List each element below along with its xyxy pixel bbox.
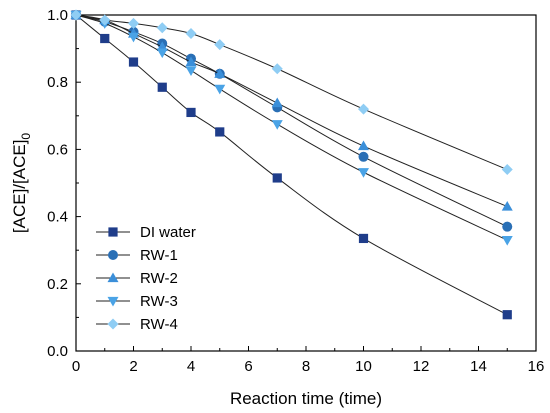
x-tick-label: 10 <box>355 358 372 375</box>
x-tick-label: 8 <box>302 358 310 375</box>
data-point <box>185 27 197 39</box>
series-5 <box>70 9 513 176</box>
x-tick-label: 2 <box>129 358 137 375</box>
data-point <box>214 39 226 51</box>
data-point <box>501 201 513 211</box>
data-point <box>271 97 283 108</box>
x-tick-label: 16 <box>528 358 545 375</box>
y-tick-label: 1.0 <box>47 7 68 24</box>
data-point <box>99 14 111 26</box>
data-point <box>185 66 197 76</box>
y-tick-label: 0.4 <box>47 209 68 226</box>
series-line <box>75 14 508 241</box>
data-point <box>128 32 139 43</box>
legend: DI water RW-1 RW-2 RW-3 RW-4 <box>96 224 196 333</box>
legend-label: RW-4 <box>140 316 178 333</box>
x-tick-label: 12 <box>413 358 430 375</box>
data-point <box>156 22 168 34</box>
series-line <box>75 14 508 171</box>
y-tick-label: 0.6 <box>47 141 68 158</box>
data-point <box>186 107 196 118</box>
series-2 <box>71 10 513 232</box>
legend-marker <box>107 318 119 330</box>
legend-marker <box>108 227 118 237</box>
data-point <box>501 164 513 176</box>
series-line <box>75 14 508 228</box>
data-point <box>358 103 369 115</box>
y-axis-label-sub: 0 <box>19 133 33 140</box>
series-3 <box>70 9 513 211</box>
data-point <box>501 235 513 246</box>
data-point <box>502 221 513 232</box>
data-point <box>70 9 82 21</box>
legend-label: DI water <box>140 224 196 241</box>
data-point <box>100 33 110 44</box>
data-point <box>502 310 512 320</box>
legend-marker <box>108 250 118 260</box>
series-layer <box>70 9 513 320</box>
legend-label: RW-3 <box>140 293 178 310</box>
legend-marker <box>107 296 119 307</box>
data-point <box>358 140 369 151</box>
data-point <box>271 120 283 130</box>
x-axis-label: Reaction time (time) <box>230 389 382 408</box>
data-point <box>358 233 369 244</box>
y-tick-label: 0.2 <box>47 276 68 293</box>
x-tick-label: 6 <box>244 358 252 375</box>
y-tick-label: 0.8 <box>47 74 68 91</box>
series-1 <box>71 10 512 320</box>
legend-marker <box>107 272 119 283</box>
data-point <box>358 168 369 178</box>
series-4 <box>70 10 513 246</box>
data-point <box>214 68 226 78</box>
data-point <box>185 56 197 67</box>
y-tick-label: 0.0 <box>47 343 68 360</box>
legend-label: RW-1 <box>140 247 178 264</box>
y-axis-label: [ACE]/[ACE]0 <box>10 133 33 234</box>
data-point <box>214 84 226 95</box>
legend-label: RW-2 <box>140 270 178 287</box>
data-point <box>128 57 139 67</box>
x-tick-label: 0 <box>72 358 80 375</box>
x-tick-label: 14 <box>470 358 487 375</box>
data-point <box>215 127 225 137</box>
y-axis-label-main: [ACE]/[ACE] <box>10 140 29 234</box>
series-line <box>75 14 508 207</box>
data-point <box>128 17 139 29</box>
data-point <box>271 63 283 75</box>
data-point <box>157 82 167 92</box>
data-point <box>358 151 369 162</box>
x-tick-label: 4 <box>187 358 195 375</box>
data-point <box>272 173 282 183</box>
axis-ticks: 0 2 4 6 8 10 12 14 16 0.0 0.2 0.4 0.6 0.8 1.0 <box>47 7 544 375</box>
data-point <box>156 48 168 59</box>
